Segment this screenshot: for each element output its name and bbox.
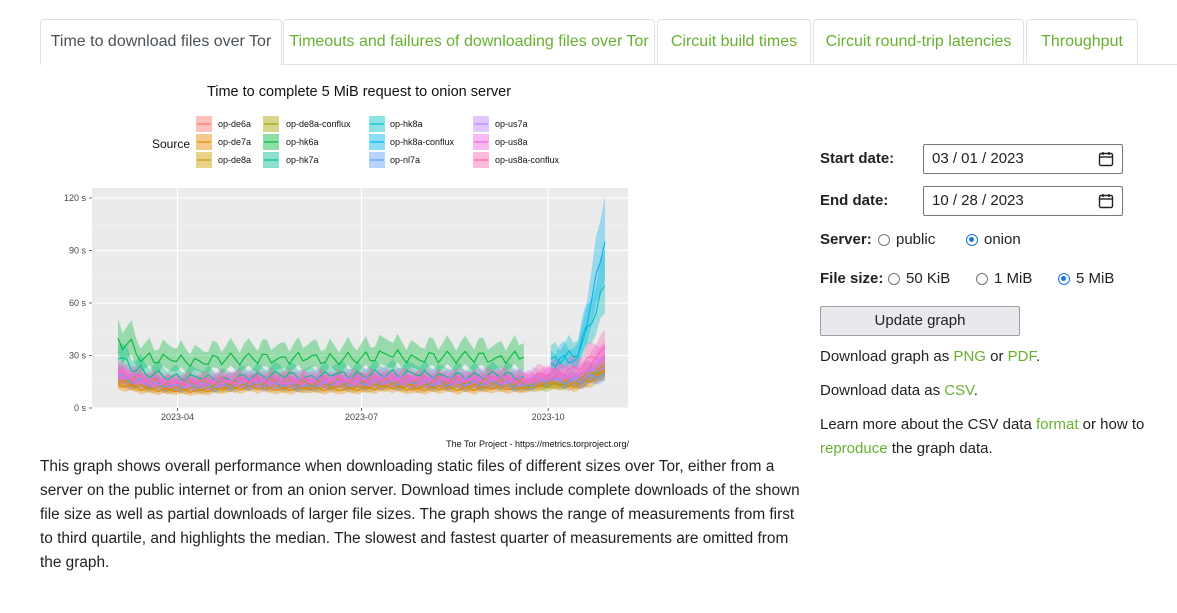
server-onion-radio[interactable]: onion <box>966 231 1021 248</box>
legend-label: op-hk8a-conflux <box>390 137 455 147</box>
download-png-link[interactable]: PNG <box>953 348 986 365</box>
chart-title: Time to complete 5 MiB request to onion … <box>207 84 511 100</box>
server-public-label: public <box>896 231 936 248</box>
band-op-us8a <box>118 340 605 392</box>
band-op-hk8a <box>550 251 605 374</box>
download-csv-link[interactable]: CSV <box>944 382 974 399</box>
legend-label: op-de8a-conflux <box>286 119 351 129</box>
filesize-50kib-label: 50 KiB <box>906 270 951 287</box>
radio-checked-icon[interactable] <box>966 233 978 246</box>
learn-suffix: the graph data. <box>891 440 993 457</box>
median-line-op-us8a-conflux <box>117 346 606 386</box>
legend-label: op-us8a-conflux <box>495 155 560 165</box>
format-link[interactable]: format <box>1035 416 1079 433</box>
x-tick-label: 2023-10 <box>532 412 565 422</box>
chart-caption: The Tor Project - https://metrics.torpro… <box>446 439 629 449</box>
or-text: or <box>990 348 1004 365</box>
file-size-label: File size: <box>820 270 884 287</box>
end-date-input[interactable]: 10 / 28 / 2023 <box>923 186 1123 216</box>
start-date-input[interactable]: 03 / 01 / 2023 <box>923 144 1123 174</box>
band-op-hk7a <box>118 343 524 388</box>
legend-label: op-us7a <box>495 119 528 129</box>
learn-prefix: Learn more about the CSV data <box>820 416 1032 433</box>
legend-label: op-de6a <box>218 119 251 129</box>
learn-more-paragraph: Learn more about the CSV data format or … <box>820 413 1170 461</box>
filesize-50kib-radio[interactable]: 50 KiB <box>888 270 950 287</box>
radio-unchecked-icon[interactable] <box>888 272 900 285</box>
period-text: . <box>1035 348 1041 365</box>
y-tick-label: 90 s <box>69 246 87 256</box>
y-tick-label: 60 s <box>69 298 87 308</box>
tab-throughput[interactable]: Throughput <box>1026 19 1138 63</box>
y-tick-label: 0 s <box>74 403 87 413</box>
x-tick-label: 2023-04 <box>161 412 194 422</box>
start-date-value: 03 / 01 / 2023 <box>932 150 1024 167</box>
legend-label: op-hk7a <box>286 155 319 165</box>
x-tick-label: 2023-07 <box>345 412 378 422</box>
legend-title: Source <box>152 137 190 151</box>
end-date-value: 10 / 28 / 2023 <box>932 192 1024 209</box>
calendar-icon[interactable] <box>1098 151 1114 167</box>
legend-label: op-hk6a <box>286 137 319 147</box>
download-graph-line: Download graph as PNG or PDF. <box>820 345 1170 369</box>
median-line-op-de7a <box>117 371 606 394</box>
y-tick-label: 120 s <box>64 193 87 203</box>
chart-legend: op-de6a op-de7a op-de8a op-de8a-conflux op-h… <box>196 116 560 168</box>
chart-container: Time to complete 5 MiB request to onion … <box>40 72 640 457</box>
download-data-prefix: Download data as <box>820 382 941 399</box>
download-data-line: Download data as CSV. <box>820 379 1170 403</box>
median-line-op-hk6a <box>117 337 524 368</box>
legend-label: op-de7a <box>218 137 251 147</box>
update-graph-button[interactable]: Update graph <box>820 306 1020 336</box>
filesize-5mib-radio[interactable]: 5 MiB <box>1058 270 1114 287</box>
end-date-label: End date: <box>820 192 889 209</box>
median-line-op-hk8a-conflux <box>550 241 606 368</box>
radio-unchecked-icon[interactable] <box>976 272 988 285</box>
server-label: Server: <box>820 231 872 248</box>
median-line-op-de8a <box>117 369 606 392</box>
server-public-radio[interactable]: public <box>878 231 935 248</box>
chart-axes: 0 s 30 s 60 s 90 s 120 s 2023-04 2023-07 2023-1… <box>64 193 565 422</box>
download-pdf-link[interactable]: PDF <box>1007 348 1036 365</box>
band-op-de6a <box>118 358 605 394</box>
period-text: . <box>973 382 978 399</box>
legend-label: op-us8a <box>495 137 528 147</box>
graph-description: This graph shows overall performance whe… <box>40 458 800 571</box>
learn-mid: or how to <box>1082 416 1145 433</box>
legend-label: op-nl7a <box>390 155 420 165</box>
legend-label: op-hk8a <box>390 119 423 129</box>
onion-download-chart: Time to complete 5 MiB request to onion … <box>64 84 630 449</box>
tab-bar: Time to download files over Tor Timeouts… <box>40 19 1177 65</box>
radio-unchecked-icon[interactable] <box>878 233 890 246</box>
server-onion-label: onion <box>984 231 1021 248</box>
plot-panel <box>92 188 628 408</box>
filesize-1mib-label: 1 MiB <box>994 270 1033 287</box>
calendar-icon[interactable] <box>1098 193 1114 209</box>
tab-timeouts-failures[interactable]: Timeouts and failures of downloading fil… <box>283 19 655 63</box>
median-line-op-nl7a <box>117 372 606 390</box>
filesize-1mib-radio[interactable]: 1 MiB <box>976 270 1032 287</box>
legend-label: op-de8a <box>218 155 251 165</box>
tab-circuit-build-times[interactable]: Circuit build times <box>657 19 811 63</box>
reproduce-link[interactable]: reproduce <box>820 440 888 457</box>
tab-round-trip-latencies[interactable]: Circuit round-trip latencies <box>813 19 1024 63</box>
download-graph-prefix: Download graph as <box>820 348 950 365</box>
filesize-5mib-label: 5 MiB <box>1076 270 1115 287</box>
y-tick-label: 30 s <box>69 351 87 361</box>
start-date-label: Start date: <box>820 150 895 167</box>
chart-lines <box>117 241 606 394</box>
tab-time-to-download[interactable]: Time to download files over Tor <box>40 19 282 65</box>
radio-checked-icon[interactable] <box>1058 272 1070 285</box>
